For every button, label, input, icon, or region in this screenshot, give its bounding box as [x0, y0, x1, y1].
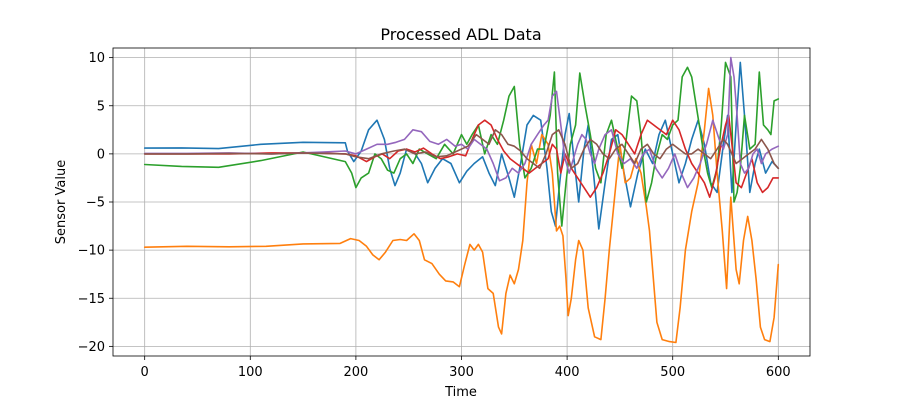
series-line-5: [143, 56, 780, 189]
x-tick-label: 300: [449, 365, 474, 380]
series-layer: [143, 56, 780, 344]
ticks: 0 100 200 300 400 500 600 −20 −15 −10 −5 0 5 10: [78, 51, 791, 380]
y-tick-label: 0: [97, 147, 105, 162]
y-tick-label: −20: [78, 340, 105, 355]
y-tick-label: 5: [97, 99, 105, 114]
y-tick-label: −5: [86, 196, 105, 211]
x-tick-label: 500: [660, 365, 685, 380]
x-tick-label: 200: [343, 365, 368, 380]
grid: [113, 48, 810, 356]
x-tick-label: 100: [238, 365, 263, 380]
chart-title: Processed ADL Data: [380, 25, 541, 44]
series-line-2: [143, 87, 780, 344]
x-tick-label: 0: [141, 365, 149, 380]
y-axis-label: Sensor Value: [54, 160, 69, 244]
y-tick-label: −10: [78, 244, 105, 259]
y-tick-label: −15: [78, 292, 105, 307]
y-tick-label: 10: [88, 51, 105, 66]
series-line-6: [143, 129, 780, 170]
x-axis-label: Time: [444, 385, 477, 400]
x-tick-label: 600: [766, 365, 791, 380]
series-line-4: [143, 114, 780, 198]
x-tick-label: 400: [555, 365, 580, 380]
